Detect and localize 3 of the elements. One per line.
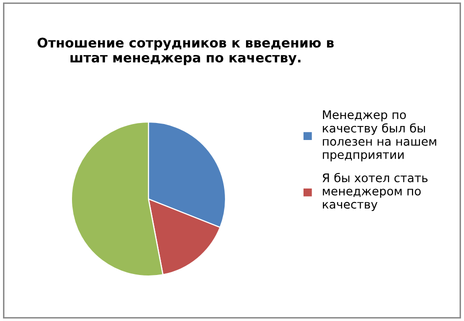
legend-label: Я бы хотел стать менеджером по качеству <box>322 172 428 211</box>
legend-label: Менеджер по качеству был бы полезен на нашем предприятии <box>322 110 436 162</box>
chart-title: Отношение сотрудников к введению в штат менеджера по качеству. <box>38 38 334 66</box>
